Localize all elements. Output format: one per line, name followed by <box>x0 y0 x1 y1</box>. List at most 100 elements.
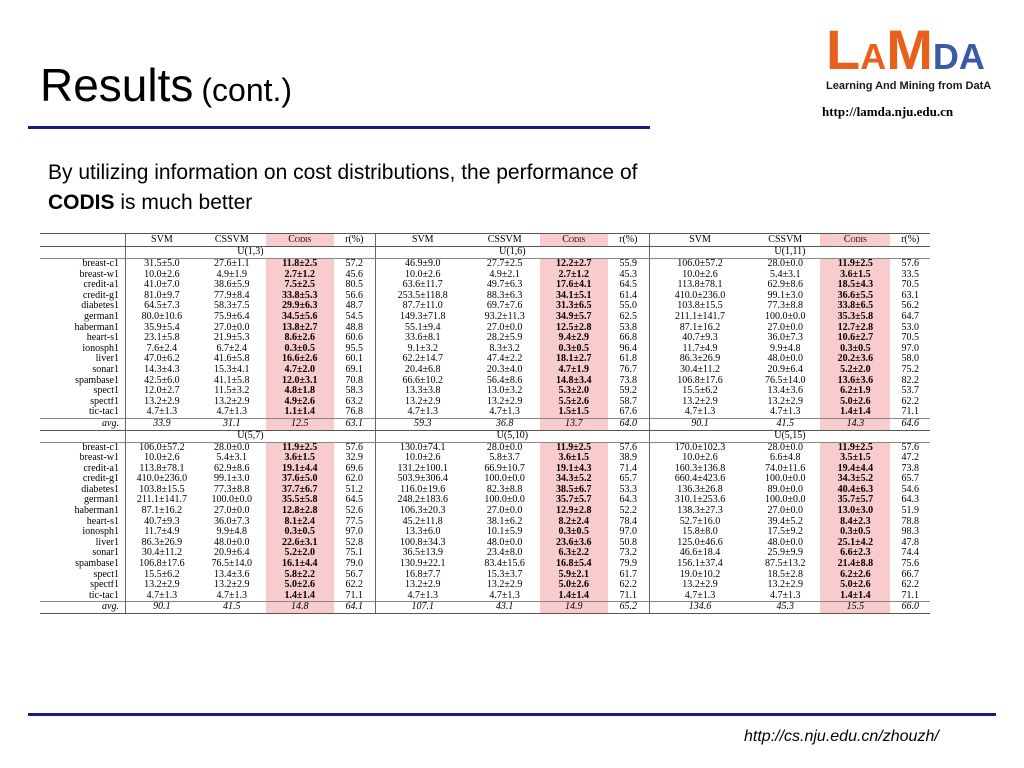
codis-value: 19.4±4.4 <box>820 463 891 475</box>
dataset-name: spectf1 <box>40 396 126 408</box>
codis-value: 17.6±4.1 <box>539 280 608 291</box>
codis-value: 1.5±1.5 <box>539 407 608 419</box>
logo-tagline: Learning And Mining from DatA <box>826 80 992 92</box>
codis-value: 13.8±2.7 <box>265 322 334 334</box>
header-cell: CSSVM <box>750 233 821 247</box>
table-cell: 66.6±10.2 <box>402 375 443 386</box>
table-cell: 13.2±2.9 <box>682 580 718 591</box>
table-cell: 4.7±1.3 <box>407 590 438 601</box>
table-row: diabetes1 64.5±7.3 58.3±7.5 29.9±6.3 48.7 87.… <box>40 301 930 312</box>
table-cell: 156.1±37.4 <box>677 559 723 570</box>
table-cell: 106.3±20.3 <box>399 506 446 517</box>
table-cell: 130.0±74.1 <box>399 442 446 453</box>
codis-value: 10.6±2.7 <box>820 333 891 344</box>
table-cell: 48.8 <box>333 322 376 334</box>
table-cell: 87.5±13.2 <box>764 559 806 570</box>
table-cell: 10.0±2.6 <box>404 269 441 280</box>
table-cell: 113.8±78.1 <box>139 463 185 474</box>
codis-value: 11.9±2.5 <box>539 442 608 454</box>
table-cell: 10.0±2.6 <box>682 453 718 464</box>
table-row: haberman1 87.1±16.2 27.0±0.0 12.8±2.8 52.6 10… <box>40 506 930 517</box>
table-cell: 12.0±2.7 <box>144 386 180 397</box>
table-cell: 38.9 <box>607 453 650 464</box>
section-label: U(5,15) <box>649 429 930 443</box>
table-cell: 55.9 <box>607 258 650 270</box>
table-cell: 58.0 <box>901 354 919 365</box>
table-cell: 82.3±8.8 <box>486 484 523 495</box>
codis-value: 0.3±0.5 <box>539 343 608 355</box>
codis-value: 20.2±3.6 <box>820 354 891 365</box>
table-cell: 58.7 <box>607 396 650 408</box>
table-cell: 54.5 <box>333 311 376 323</box>
section-label: U(1,6) <box>375 246 650 259</box>
table-cell: 51.2 <box>333 484 376 496</box>
codis-value: 34.5±5.6 <box>265 311 334 323</box>
table-cell: 15.5±6.2 <box>144 569 180 580</box>
codis-value: 22.6±3.1 <box>265 537 334 549</box>
codis-value: 18.1±2.7 <box>539 354 608 365</box>
table-cell: 79.9 <box>607 559 650 570</box>
table-cell: 27.0±0.0 <box>486 506 523 517</box>
table-cell: 63.1 <box>901 290 919 301</box>
table-cell: 107.1 <box>375 601 470 614</box>
dataset-name: liver1 <box>40 537 126 549</box>
table-cell: 66.7 <box>901 569 919 580</box>
table-cell: 100.0±0.0 <box>484 474 525 485</box>
lamda-logo-mark: LAMDA <box>826 22 1002 78</box>
footer-rule <box>28 713 996 716</box>
codis-value: 5.0±2.6 <box>265 580 334 591</box>
table-cell: 71.1 <box>901 407 919 418</box>
codis-value: 31.3±6.5 <box>539 301 608 312</box>
table-cell: 6.7±2.4 <box>216 343 248 354</box>
table-cell: 11.7±4.9 <box>144 527 180 538</box>
table-cell: 136.3±26.8 <box>677 484 723 495</box>
footer-url[interactable]: http://cs.nju.edu.cn/zhouzh/ <box>744 728 939 745</box>
logo-url[interactable]: http://lamda.nju.edu.cn <box>822 104 954 119</box>
codis-value: 34.9±5.7 <box>539 311 608 323</box>
table-cell: 93.2±11.3 <box>484 311 525 322</box>
table-cell: 10.1±5.9 <box>486 527 523 538</box>
codis-value: 1.4±1.4 <box>265 590 334 602</box>
table-cell: 62.2 <box>901 580 919 591</box>
table-cell: 53.8 <box>607 322 650 334</box>
slide-title-sub: (cont.) <box>201 72 293 108</box>
table-cell: 63.1 <box>333 417 376 430</box>
codis-value: 34.3±5.2 <box>820 474 891 485</box>
intro-lead: By utilizing information on cost distrib… <box>48 161 638 184</box>
table-cell: 62.9±8.6 <box>214 463 250 474</box>
codis-value: 1.4±1.4 <box>820 590 891 602</box>
table-cell: 13.2±2.9 <box>214 396 250 407</box>
table-cell: 9.9±4.8 <box>216 527 248 538</box>
table-cell: 410.0±236.0 <box>674 290 726 301</box>
codis-value: 6.2±1.9 <box>820 386 891 397</box>
table-cell: 103.8±15.5 <box>677 301 723 312</box>
table-cell: 59.2 <box>607 386 650 397</box>
table-cell: 57.6 <box>607 442 650 454</box>
table-cell: 48.0±0.0 <box>486 537 523 548</box>
dataset-name: credit-a1 <box>40 280 126 291</box>
logo-letter: D <box>932 36 959 77</box>
codis-value: 8.4±2.3 <box>820 516 891 528</box>
codis-value: 19.1±4.4 <box>265 463 334 475</box>
codis-value: 5.3±2.0 <box>539 386 608 397</box>
table-average-row: avg. 90.1 41.5 14.8 64.1 107.1 43.1 14.9 65.2 134… <box>40 601 930 614</box>
codis-value: 8.2±2.4 <box>539 516 608 528</box>
table-cell: 41.1±5.8 <box>214 375 250 386</box>
table-cell: 13.2±2.9 <box>144 396 180 407</box>
codis-value: 1.4±1.4 <box>539 590 608 602</box>
table-cell: 100.0±0.0 <box>764 311 806 322</box>
codis-value: 13.0±3.0 <box>820 506 891 517</box>
codis-value: 0.3±0.5 <box>265 527 334 538</box>
table-cell: 36.8 <box>469 417 540 430</box>
header-cell: r(%) <box>890 233 930 247</box>
table-cell: 86.3±26.9 <box>141 537 183 548</box>
table-cell: 45.3 <box>607 269 650 281</box>
codis-value: 12.0±3.1 <box>265 375 334 387</box>
table-cell: 9.9±4.8 <box>769 343 801 354</box>
table-cell: 27.0±0.0 <box>767 322 803 333</box>
table-cell: 69.7±7.6 <box>486 301 523 312</box>
table-cell: 53.7 <box>901 386 919 397</box>
table-cell: 5.4±3.1 <box>769 269 801 280</box>
codis-value: 29.9±6.3 <box>265 301 334 312</box>
table-cell: 87.1±16.2 <box>141 506 183 517</box>
